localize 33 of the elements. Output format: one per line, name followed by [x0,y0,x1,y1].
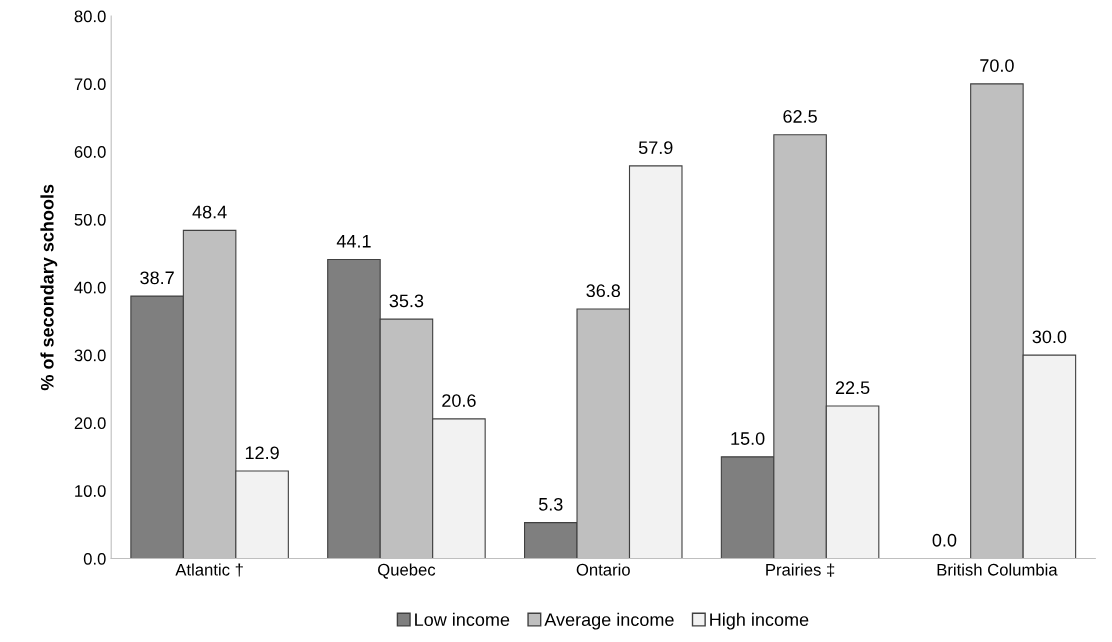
data-label: 12.9 [245,446,279,460]
y-tick-label: 80.0 [74,10,106,23]
data-label: 30.0 [1032,330,1067,344]
data-label: 20.6 [442,394,476,407]
data-label: 48.4 [192,205,227,219]
data-label: 0.0 [932,533,957,547]
x-tick-label: Atlantic † [175,563,243,577]
y-tick-label: 50.0 [74,213,106,226]
data-label: 38.7 [140,271,174,285]
data-label: 62.5 [783,110,817,123]
data-label: 5.3 [538,497,563,511]
x-tick-label: British Columbia [937,563,1058,576]
y-axis-title: % of secondary schools [40,184,58,391]
y-tick-label: 60.0 [74,146,106,158]
data-label: 44.1 [336,234,371,248]
data-label: 35.3 [389,294,424,308]
y-tick-label: 30.0 [74,349,106,362]
legend-label: High income [710,612,809,630]
data-label: 36.8 [586,284,621,298]
data-label: 57.9 [638,141,673,155]
data-label: 15.0 [731,432,765,445]
y-tick-label: 20.0 [74,417,106,430]
data-label: 22.5 [835,381,870,395]
y-tick-label: 70.0 [74,78,106,91]
data-label: 70.0 [980,59,1014,72]
y-tick-label: 0.0 [83,552,106,565]
legend-label: Low income [415,612,510,627]
x-tick-label: Ontario [576,563,630,576]
y-tick-label: 40.0 [74,281,106,294]
x-tick-label: Prairies ‡ [766,563,835,577]
legend-label: Average income [544,612,674,630]
x-tick-label: Quebec [378,563,436,579]
y-tick-label: 10.0 [75,485,106,497]
